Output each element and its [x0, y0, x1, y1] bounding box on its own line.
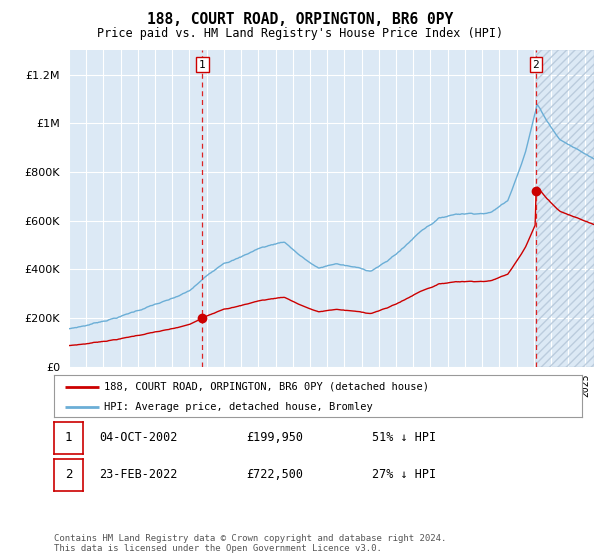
Text: Contains HM Land Registry data © Crown copyright and database right 2024.
This d: Contains HM Land Registry data © Crown c…	[54, 534, 446, 553]
Text: £722,500: £722,500	[246, 468, 303, 482]
Text: £199,950: £199,950	[246, 431, 303, 445]
Text: 188, COURT ROAD, ORPINGTON, BR6 0PY: 188, COURT ROAD, ORPINGTON, BR6 0PY	[147, 12, 453, 27]
Text: 51% ↓ HPI: 51% ↓ HPI	[372, 431, 436, 445]
Text: 27% ↓ HPI: 27% ↓ HPI	[372, 468, 436, 482]
Text: 1: 1	[65, 431, 72, 445]
Text: 04-OCT-2002: 04-OCT-2002	[99, 431, 178, 445]
Text: 1: 1	[199, 59, 206, 69]
Text: 23-FEB-2022: 23-FEB-2022	[99, 468, 178, 482]
Text: HPI: Average price, detached house, Bromley: HPI: Average price, detached house, Brom…	[104, 402, 373, 412]
Text: 2: 2	[65, 468, 72, 482]
Text: 188, COURT ROAD, ORPINGTON, BR6 0PY (detached house): 188, COURT ROAD, ORPINGTON, BR6 0PY (det…	[104, 381, 429, 391]
Text: 2: 2	[532, 59, 539, 69]
Text: Price paid vs. HM Land Registry's House Price Index (HPI): Price paid vs. HM Land Registry's House …	[97, 27, 503, 40]
